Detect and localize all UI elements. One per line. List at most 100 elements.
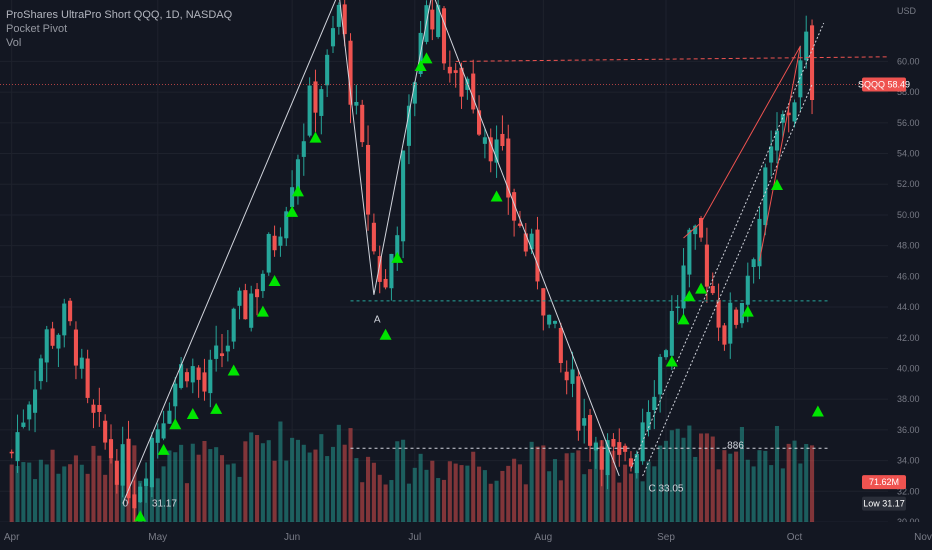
x-tick-label: Sep [657,532,675,543]
signal-triangle [665,355,678,367]
signal-triangle [309,131,322,143]
volume-bar [547,471,552,522]
volume-bar [658,445,663,522]
candle-body [68,300,73,322]
candle-body [652,396,657,411]
candle-body [138,486,143,503]
volume-bar [330,446,336,522]
candle-body [366,144,371,215]
volume-bar [693,456,698,522]
volume-bar [623,464,628,522]
signal-triangle [227,364,240,376]
candle-body [453,70,458,73]
candle-body [599,446,604,470]
y-tick-label: 40.00 [897,363,920,373]
candle-body [360,104,365,143]
volume-bar [482,470,487,522]
candle-body [202,372,207,392]
low-tag-bg [862,496,906,511]
volume-bar [430,460,435,522]
volume-bar [196,454,201,522]
volume-bar [477,466,482,522]
annotation-label: 31.17 [152,499,177,510]
volume-bar [295,439,300,522]
x-tick-label: Apr [4,532,20,543]
volume-bar [366,456,371,522]
signal-triangle [379,328,392,340]
candle-body [167,410,172,424]
candle-body [144,479,149,486]
candle-body [506,138,511,198]
candle-body [798,60,803,98]
candle-body [739,302,744,324]
volume-bar [810,445,815,522]
y-tick-label: 38.00 [897,394,920,404]
candle-body [634,453,639,474]
volume-bar [441,479,447,522]
volume-bar [108,441,114,522]
time-axis[interactable]: AprMayJunJulAugSepOctNovDec [0,522,932,550]
volume-bar [471,451,476,522]
indicator-label: Pocket Pivot [6,23,68,35]
volume-bar [663,440,669,522]
chart-title: ProShares UltraPro Short QQQ, 1D, NASDAQ [6,9,233,21]
signal-triangle [134,510,147,522]
candle-body [593,443,598,451]
volume-tag: 71.62M [869,477,899,487]
volume-bar [255,435,260,522]
candle-body [260,273,265,292]
signal-triangle [420,52,433,64]
y-tick-label: 54.00 [897,149,920,159]
candle-body [278,236,283,246]
volume-tag-bg [862,475,906,490]
volume-bar [225,464,230,522]
volume-bar [576,450,581,522]
candle-body [225,345,230,352]
volume-label: Vol [6,37,22,49]
annotation-label: 0 [123,499,129,510]
candle-body [173,383,178,407]
candle-body [9,451,14,454]
candle-body [488,137,493,162]
y-tick-label: 44.00 [897,302,920,312]
volume-bar [27,462,32,522]
volume-bar [184,483,189,522]
candle-body [430,9,435,30]
signal-triangle [391,251,404,263]
candle-body [436,5,441,38]
candle-body [716,299,721,328]
y-tick-label: 60.00 [897,56,920,66]
candle-body [774,130,780,151]
candle-body [699,218,704,238]
volume-bar [675,428,680,522]
volume-bar [512,458,517,522]
candle-body [231,308,236,342]
volume-bar [155,478,160,522]
signal-triangle [683,290,696,302]
volume-bar [558,480,563,522]
signal-triangle [677,313,690,325]
volume-bar [103,474,108,522]
volume-bar [804,444,809,522]
signal-triangle [490,190,503,202]
candle-body [91,404,96,413]
x-tick-label: Jun [284,532,300,543]
candle-body [588,414,593,446]
volume-bar [734,451,739,522]
candle-body [126,438,131,499]
volume-bar [605,459,610,522]
candle-body [266,233,271,273]
volume-bar [453,463,458,522]
volume-bar [640,481,645,522]
candle-body [208,359,213,394]
candle-body [196,367,201,380]
last-price-tag: SQQQ 58.49 [858,79,910,89]
candle-body [214,345,219,359]
candle-body [722,325,727,345]
volume-bar [459,465,464,522]
volume-bar [68,464,73,522]
candle-body [377,256,382,282]
volume-bar [9,464,14,522]
candle-body [21,422,26,427]
